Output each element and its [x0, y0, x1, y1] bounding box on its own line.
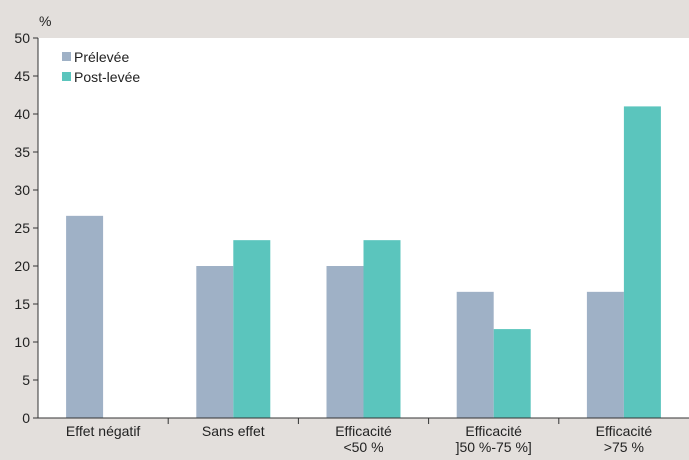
x-tick-label: Efficacité <50 % [335, 423, 392, 455]
y-tick-label: 15 [14, 296, 30, 312]
bar-post-levee [623, 106, 661, 419]
y-tick-label: 5 [22, 372, 30, 388]
y-tick-label: 10 [14, 334, 30, 350]
x-tick-label: Sans effet [202, 423, 265, 439]
bar-prelevee [326, 266, 364, 418]
bars [66, 106, 661, 419]
bar-post-levee [233, 240, 271, 418]
bar-prelevee [66, 215, 104, 418]
legend-swatch [62, 72, 71, 81]
bar-post-levee [493, 329, 531, 418]
legend: Prélevée Post-levée [62, 49, 140, 85]
y-axis-unit-label: % [39, 13, 51, 29]
y-tick-label: 20 [14, 258, 30, 274]
legend-label: Prélevée [74, 49, 129, 65]
y-tick-label: 50 [14, 30, 30, 46]
y-tick-label: 35 [14, 144, 30, 160]
legend-swatch [62, 52, 71, 61]
y-tick-label: 25 [14, 220, 30, 236]
bar-post-levee [363, 240, 401, 418]
y-tick-label: 30 [14, 182, 30, 198]
x-tick-label: Effet négatif [66, 423, 141, 439]
bar-prelevee [196, 266, 234, 418]
y-axis: 0 5 10 15 20 25 30 35 40 45 50 [14, 30, 38, 426]
y-tick-label: 0 [22, 410, 30, 426]
legend-label: Post-levée [74, 69, 140, 85]
x-axis: Effet négatif Sans effet Efficacité <50 % Ef… [66, 418, 653, 455]
bar-prelevee [456, 291, 494, 418]
y-tick-label: 40 [14, 106, 30, 122]
y-tick-label: 45 [14, 68, 30, 84]
x-tick-label: Efficacité]50 %-75 %] [456, 423, 532, 455]
bar-prelevee [586, 291, 624, 418]
x-tick-label: Efficacité >75 % [596, 423, 653, 455]
